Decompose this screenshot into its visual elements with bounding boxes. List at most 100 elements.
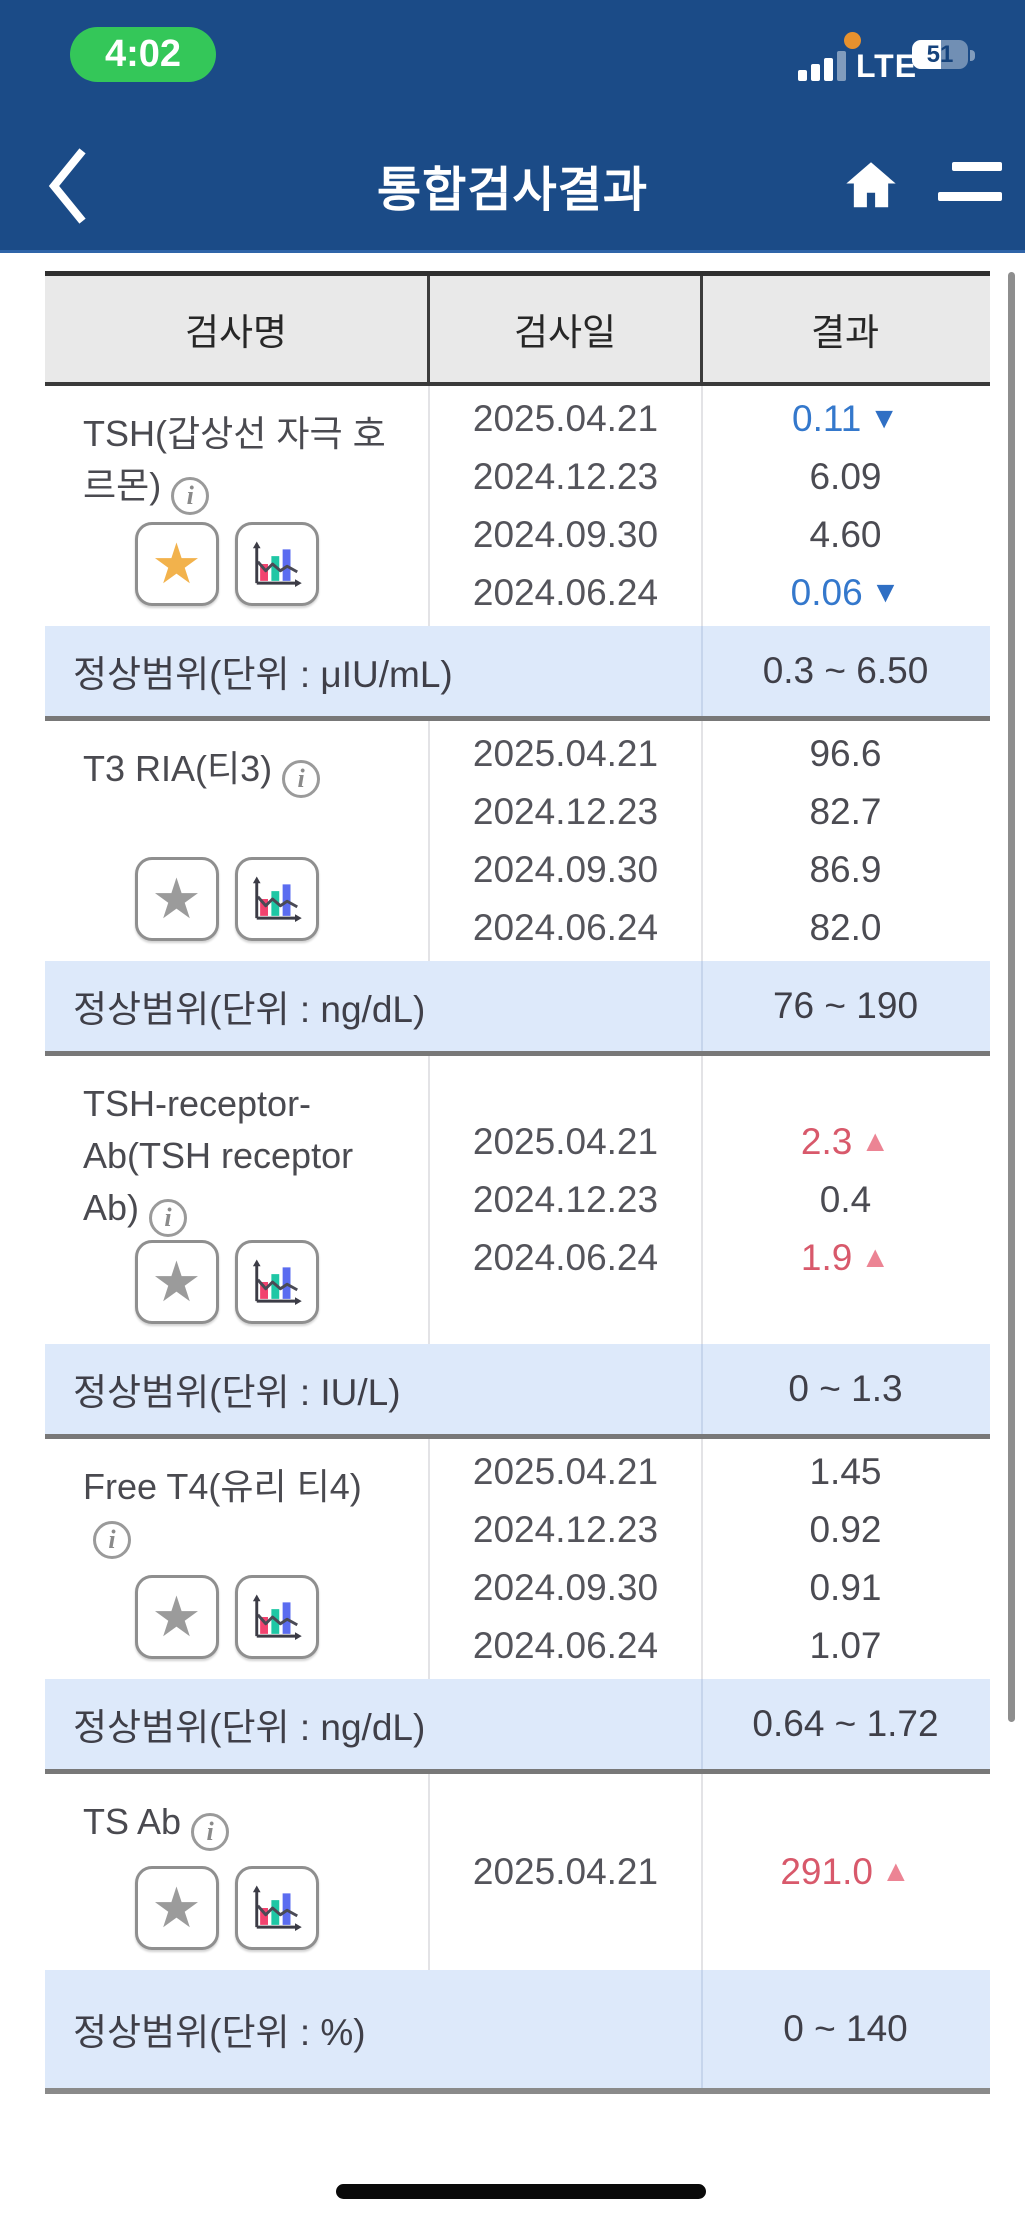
- chart-button[interactable]: [234, 1575, 319, 1659]
- result-value: 0.4: [819, 1179, 872, 1220]
- result-value: 1.9 ▲: [801, 1229, 890, 1287]
- back-button[interactable]: [44, 144, 104, 228]
- test-data-row: TSH(갑상선 자극 호르몬) i ★: [45, 386, 990, 626]
- column-header-result: 결과: [810, 312, 880, 353]
- result-value: 291.0 ▲: [780, 1843, 910, 1901]
- value-list: 1.45 0.92 0.91 1.07: [703, 1439, 988, 1679]
- column-header-test-name: 검사명: [45, 276, 430, 382]
- result-value: 96.6: [809, 733, 882, 774]
- date-list: 2025.04.21 2024.12.23 2024.09.30 2024.06.24: [430, 386, 703, 626]
- test-section: Free T4(유리 티4) i ★: [45, 1439, 990, 1774]
- favorite-button[interactable]: ★: [134, 1575, 219, 1659]
- range-label: 정상범위(단위 : μIU/mL): [45, 626, 703, 716]
- chart-icon: [252, 541, 302, 587]
- test-data-row: TSH-receptor-Ab(TSH receptor Ab) i ★: [45, 1056, 990, 1344]
- arrow-up-icon: ▲: [880, 1855, 911, 1888]
- result-value: 2.3 ▲: [801, 1113, 890, 1171]
- star-icon: ★: [151, 1250, 202, 1313]
- test-date: 2025.04.21: [472, 1851, 659, 1892]
- chart-icon: [252, 1594, 302, 1640]
- result-value: 82.0: [809, 907, 882, 948]
- info-icon[interactable]: i: [191, 1813, 230, 1851]
- battery-fill: [912, 40, 941, 69]
- range-label: 정상범위(단위 : ng/dL): [45, 1679, 703, 1769]
- favorite-button[interactable]: ★: [134, 1240, 219, 1324]
- value-list: 291.0 ▲: [703, 1774, 988, 1970]
- arrow-up-icon: ▲: [860, 1241, 891, 1274]
- test-date: 2024.06.24: [472, 1625, 659, 1666]
- normal-range-row: 정상범위(단위 : μIU/mL) 0.3 ~ 6.50: [45, 626, 990, 716]
- home-button[interactable]: [838, 152, 904, 218]
- test-date: 2025.04.21: [472, 1451, 659, 1492]
- favorite-button[interactable]: ★: [134, 1866, 219, 1950]
- range-label: 정상범위(단위 : %): [45, 1970, 703, 2088]
- star-icon: ★: [151, 532, 202, 595]
- test-name: Free T4(유리 티4): [83, 1466, 362, 1507]
- test-section: T3 RIA(티3) i ★: [45, 721, 990, 1056]
- range-label: 정상범위(단위 : IU/L): [45, 1344, 703, 1434]
- result-value: 0.91: [809, 1567, 882, 1608]
- test-date: 2024.12.23: [472, 1179, 659, 1220]
- result-value: 4.60: [809, 514, 882, 555]
- test-date: 2025.04.21: [472, 1121, 659, 1162]
- star-icon: ★: [151, 867, 202, 930]
- column-header-test-date: 검사일: [430, 276, 703, 382]
- battery-percent: 51: [926, 40, 954, 68]
- result-value: 0.92: [809, 1509, 882, 1550]
- test-date: 2025.04.21: [472, 733, 659, 774]
- test-data-row: Free T4(유리 티4) i ★: [45, 1439, 990, 1679]
- arrow-down-icon: ▼: [869, 402, 899, 435]
- test-name: TSH-receptor-Ab(TSH receptor Ab): [83, 1083, 354, 1229]
- test-section: TSH(갑상선 자극 호르몬) i ★: [45, 386, 990, 721]
- range-value: 0 ~ 140: [783, 2008, 908, 2049]
- date-list: 2025.04.21 2024.12.23 2024.09.30 2024.06.24: [430, 1439, 703, 1679]
- normal-range-row: 정상범위(단위 : IU/L) 0 ~ 1.3: [45, 1344, 990, 1434]
- result-value: 1.45: [809, 1451, 882, 1492]
- info-icon[interactable]: i: [282, 760, 321, 798]
- test-date: 2024.06.24: [472, 907, 659, 948]
- battery-icon: 51: [912, 40, 968, 69]
- chart-button[interactable]: [234, 857, 319, 941]
- chart-button[interactable]: [234, 1240, 319, 1324]
- result-value: 86.9: [809, 849, 882, 890]
- arrow-down-icon: ▼: [870, 576, 901, 609]
- info-line-break: [83, 1513, 410, 1521]
- test-name: T3 RIA(티3): [83, 748, 273, 789]
- chart-button[interactable]: [234, 1866, 319, 1950]
- chart-icon: [252, 1259, 302, 1305]
- mic-indicator-dot: [844, 32, 861, 49]
- favorite-button[interactable]: ★: [134, 857, 219, 941]
- value-list: 2.3 ▲ 0.4 1.9 ▲: [703, 1056, 988, 1344]
- home-indicator[interactable]: [336, 2184, 706, 2199]
- test-date: 2024.12.23: [472, 456, 659, 497]
- menu-icon: [952, 162, 1002, 171]
- info-icon[interactable]: i: [149, 1199, 188, 1238]
- result-value: 82.7: [809, 791, 882, 832]
- favorite-button[interactable]: ★: [134, 522, 219, 606]
- value-list: 0.11 ▼ 6.09 4.60 0.06 ▼: [703, 386, 988, 626]
- date-list: 2025.04.21 2024.12.23 2024.09.30 2024.06.24: [430, 721, 703, 961]
- range-value: 0 ~ 1.3: [788, 1368, 903, 1409]
- test-section: TSH-receptor-Ab(TSH receptor Ab) i ★: [45, 1056, 990, 1439]
- app-header: 4:02 LTE 51 통합검사결과: [0, 0, 1025, 253]
- chart-button[interactable]: [234, 522, 319, 606]
- test-date: 2025.04.21: [472, 398, 659, 439]
- network-type-label: LTE: [856, 48, 918, 84]
- menu-button[interactable]: [930, 156, 1004, 216]
- status-time-pill[interactable]: 4:02: [70, 27, 216, 82]
- range-label: 정상범위(단위 : ng/dL): [45, 961, 703, 1051]
- scrollbar-thumb[interactable]: [1008, 272, 1015, 1722]
- test-name: TS Ab: [83, 1801, 182, 1842]
- range-value: 0.3 ~ 6.50: [762, 650, 929, 691]
- result-value: 1.07: [809, 1625, 882, 1666]
- test-data-row: T3 RIA(티3) i ★: [45, 721, 990, 961]
- test-date: 2024.06.24: [472, 572, 659, 613]
- date-list: 2025.04.21 2024.12.23 2024.06.24: [430, 1056, 703, 1344]
- info-icon[interactable]: i: [171, 477, 210, 516]
- page-title: 통합검사결과: [377, 164, 648, 217]
- value-list: 96.6 82.7 86.9 82.0: [703, 721, 988, 961]
- info-icon[interactable]: i: [93, 1521, 131, 1560]
- star-icon: ★: [151, 1585, 202, 1648]
- test-date: 2024.09.30: [472, 514, 659, 555]
